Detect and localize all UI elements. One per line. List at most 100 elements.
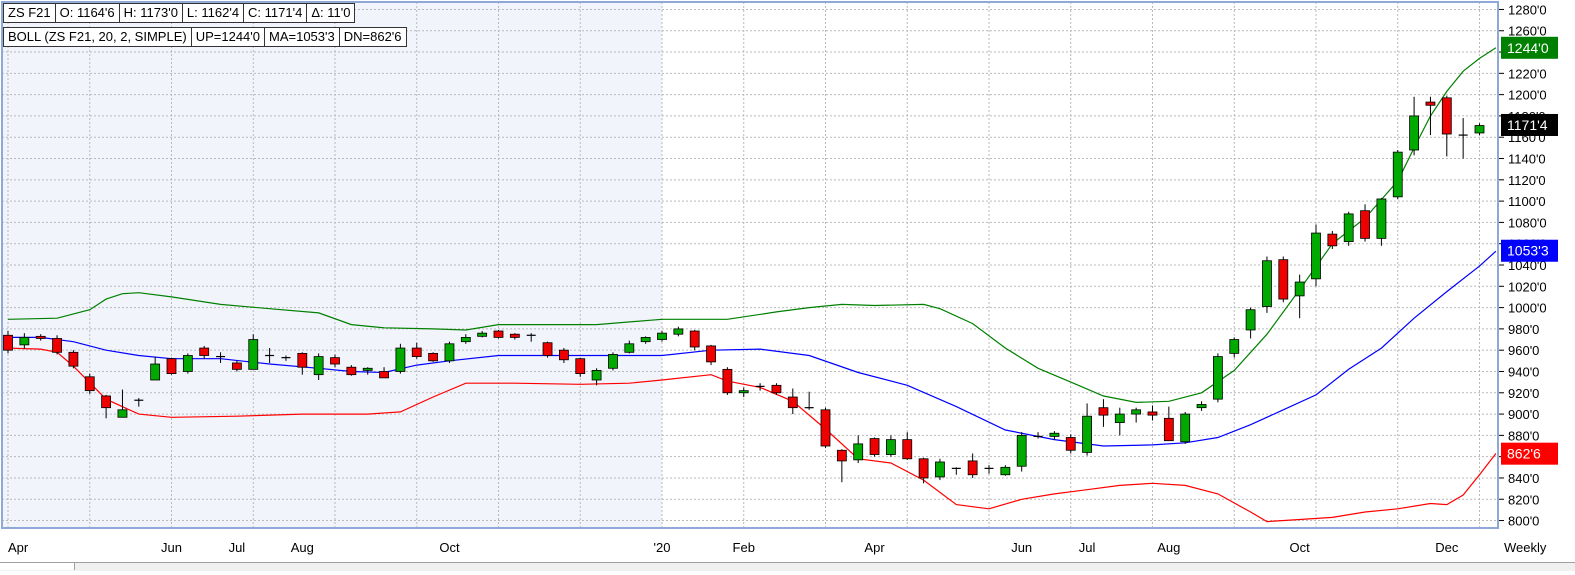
candle [1147,405,1158,421]
close-value: C: 1171'4 [243,3,308,23]
candle [918,457,929,484]
price-tick-label: 900'0 [1508,407,1539,422]
candle-body [853,443,864,461]
candle [1343,211,1354,246]
candle-body [689,330,700,348]
plot-border [1,1,1499,529]
candle [330,354,340,368]
candle-body [935,461,945,478]
candle-body [248,339,259,370]
grid [2,2,1498,528]
candle [1082,403,1092,456]
candle-body [1245,309,1256,331]
candle [1262,256,1272,313]
time-axis[interactable]: Apr Jun Jul Aug Oct '20 Feb Apr Jun Jul Aug Oct Dec W… [8,540,1547,555]
scrollbar-thumb[interactable] [0,563,75,570]
price-tick-label: 960'0 [1508,343,1539,358]
candle-body [1311,232,1321,280]
candle [673,326,684,337]
candle-body [722,368,733,394]
period-label: Weekly [1504,540,1547,555]
candle [493,329,504,339]
price-tick-label: 1120'0 [1508,173,1546,188]
candle-body [738,390,749,394]
price-tick-label: 1280'0 [1508,2,1547,17]
candle [1065,434,1076,454]
candle-body [101,395,111,409]
price-tag-label: 1244'0 [1507,40,1549,56]
price-tag-background [1501,36,1558,59]
candle-body [362,367,373,371]
candle [1474,123,1485,136]
candle-body [379,371,389,379]
price-tag-last: 1171'4 [1501,113,1558,136]
candle [542,341,553,358]
candle [1163,406,1174,442]
candle [68,350,79,369]
price-tag-background [1501,239,1558,262]
candle [689,329,700,351]
price-tick-label: 1200'0 [1508,88,1547,103]
candle-body [1262,260,1272,307]
candle [804,391,814,410]
candle [248,334,259,370]
candle [1049,431,1060,440]
price-tick-label: 840'0 [1508,471,1539,486]
candle-body [35,335,46,339]
candle-body [706,345,716,363]
price-tag-middle: 1053'3 [1501,239,1558,262]
candle [820,407,831,449]
candle-body [330,357,340,365]
time-label: Oct [1290,540,1311,555]
candle-body [1131,409,1142,415]
price-tick-label: 1140'0 [1508,152,1546,167]
candle-body [395,347,406,372]
candle [722,367,733,395]
middle-band-value: MA=1053'3 [264,27,340,47]
bottom-scrollbar[interactable] [0,562,1575,571]
price-tick-label: 980'0 [1508,322,1539,337]
candle [657,331,667,342]
candle [1409,96,1419,156]
candle-body [591,370,602,381]
candle [1000,465,1011,476]
candle [1327,230,1338,250]
candle-body [231,362,242,370]
candle-body [836,449,847,462]
candle-body [84,376,95,392]
price-tick-label: 920'0 [1508,386,1539,401]
candle [1213,353,1223,403]
candle [575,357,586,377]
candle-body [918,458,929,479]
candle-body [1213,356,1223,400]
indicator-label[interactable]: BOLL (ZS F21, 20, 2, SIMPLE) [3,27,192,47]
candle-body [1278,259,1289,300]
candle [1311,224,1321,287]
price-tags: 1244'0 1171'4 1053'3 862'6 [1501,36,1558,465]
candle-body [117,409,128,418]
price-tick-label: 1040'0 [1508,258,1547,273]
candle-body [199,347,210,356]
candle [117,389,128,418]
candle [1294,274,1305,319]
candle-body [640,337,651,343]
candle-body [1441,97,1452,135]
candle [526,333,536,342]
candle-body [477,332,488,337]
candle [1360,204,1370,242]
time-label: Aug [1157,540,1180,555]
ohlc-legend: ZS F21 O: 1164'6 H: 1173'0 L: 1162'4 C: … [3,3,356,23]
candle-body [1360,210,1370,239]
bollinger-legend: BOLL (ZS F21, 20, 2, SIMPLE) UP=1244'0 M… [3,27,407,47]
time-label: Jun [1011,540,1032,555]
candle-body [1065,437,1076,451]
candle [379,367,389,379]
lower-band-value: DN=862'6 [338,27,407,47]
time-label: Feb [733,540,755,555]
candle [477,331,488,338]
candle-body [150,363,161,381]
time-label: Jun [161,540,182,555]
candle-body [346,366,357,376]
candle-body [444,343,455,362]
symbol-label[interactable]: ZS F21 [3,3,56,23]
